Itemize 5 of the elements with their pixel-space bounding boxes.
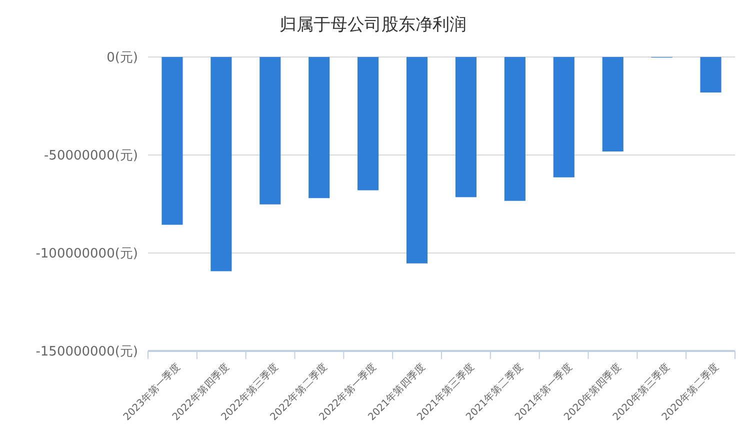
chart-title: 归属于母公司股东净利润: [280, 15, 466, 35]
y-tick-label: -150000000(元): [36, 344, 138, 360]
y-tick-label: 0(元): [106, 50, 138, 66]
y-tick-label: -50000000(元): [44, 148, 138, 164]
y-tick-label: -100000000(元): [36, 246, 138, 262]
